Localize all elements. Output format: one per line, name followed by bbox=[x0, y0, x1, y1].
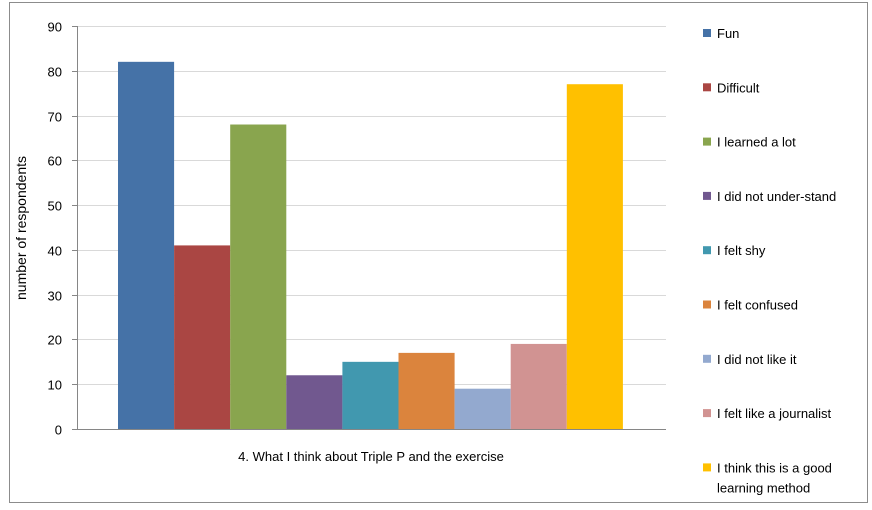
legend-label: I felt confused bbox=[717, 298, 798, 313]
legend-item: Fun bbox=[703, 26, 739, 41]
chart-frame bbox=[9, 2, 868, 503]
axes bbox=[72, 26, 666, 430]
legend-swatch bbox=[703, 246, 711, 255]
legend-label: I did not under-stand bbox=[717, 189, 836, 204]
y-tick-label: 40 bbox=[48, 244, 62, 259]
legend-swatch bbox=[703, 137, 711, 146]
bar bbox=[566, 84, 623, 429]
y-tick-label: 70 bbox=[48, 110, 62, 125]
legend-item: I felt like a journalist bbox=[703, 406, 832, 421]
legend-swatch bbox=[703, 463, 711, 472]
bar bbox=[174, 245, 231, 429]
y-tick-label: 30 bbox=[48, 289, 62, 304]
bar bbox=[118, 61, 175, 429]
y-tick-label: 50 bbox=[48, 199, 62, 214]
bar bbox=[510, 343, 567, 429]
y-tick-label: 80 bbox=[48, 65, 62, 80]
bar bbox=[454, 388, 511, 429]
legend-item: Difficult bbox=[703, 80, 760, 95]
legend-item: I think this is a good learning method bbox=[703, 460, 832, 495]
legend-item: I did not like it bbox=[703, 352, 797, 367]
y-axis-title: number of respondents bbox=[13, 156, 29, 300]
legend-label: I felt shy bbox=[717, 243, 766, 258]
y-tick-label: 90 bbox=[48, 20, 62, 35]
bars bbox=[118, 61, 623, 429]
y-tick-labels: 0 10 20 30 40 50 60 70 80 90 bbox=[48, 20, 62, 438]
legend-item: I did not under-stand bbox=[703, 189, 836, 204]
legend-item: I felt shy bbox=[703, 243, 766, 258]
legend-label: I think this is a good learning method bbox=[717, 460, 832, 495]
legend-label: I felt like a journalist bbox=[717, 406, 832, 421]
legend-item: I learned a lot bbox=[703, 135, 796, 150]
legend-label: Difficult bbox=[717, 80, 760, 95]
legend-swatch bbox=[703, 409, 711, 418]
y-tick-label: 10 bbox=[48, 378, 62, 393]
x-axis-title: 4. What I think about Triple P and the e… bbox=[238, 449, 504, 464]
legend-swatch bbox=[703, 29, 711, 37]
bar bbox=[398, 352, 455, 429]
bar bbox=[230, 124, 287, 429]
y-tick-label: 20 bbox=[48, 333, 62, 348]
bar bbox=[342, 361, 399, 429]
y-tick-label: 0 bbox=[55, 423, 62, 438]
legend-swatch bbox=[703, 191, 711, 200]
legend-item: I felt confused bbox=[703, 298, 798, 313]
legend-swatch bbox=[703, 83, 711, 92]
legend-label: I did not like it bbox=[717, 352, 797, 367]
legend: Fun Difficult I learned a lot I did not und… bbox=[703, 26, 836, 495]
legend-swatch bbox=[703, 300, 711, 309]
legend-swatch bbox=[703, 354, 711, 363]
legend-label: Fun bbox=[717, 26, 739, 41]
y-tick-label: 60 bbox=[48, 154, 62, 169]
bar bbox=[286, 375, 343, 429]
legend-label: I learned a lot bbox=[717, 135, 796, 150]
